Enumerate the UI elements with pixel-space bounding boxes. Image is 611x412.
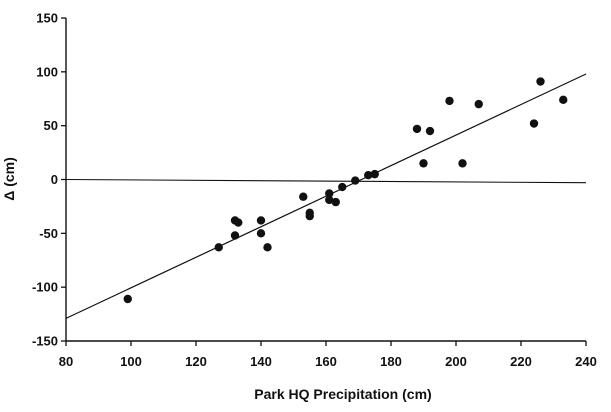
data-point — [351, 176, 360, 185]
x-tick-label: 80 — [59, 354, 73, 369]
data-points — [123, 77, 568, 304]
x-tick-label: 100 — [120, 354, 142, 369]
x-tick-label: 120 — [185, 354, 207, 369]
y-tick-label: 150 — [36, 11, 58, 26]
y-axis-title: Δ (cm) — [1, 157, 17, 201]
y-tick-label: -50 — [39, 226, 58, 241]
x-tick-label: 220 — [510, 354, 532, 369]
y-tick-label: 50 — [44, 118, 58, 133]
data-point — [338, 182, 347, 192]
data-point — [445, 96, 454, 106]
data-point — [458, 159, 467, 168]
x-tick-label: 180 — [380, 354, 402, 369]
data-point — [123, 294, 132, 304]
y-tick-label: -100 — [32, 280, 58, 295]
y-tick-label: 100 — [36, 64, 58, 79]
data-point — [412, 124, 422, 134]
data-point — [234, 218, 243, 227]
x-tick-label: 140 — [250, 354, 272, 369]
data-point — [263, 243, 272, 252]
data-point — [331, 197, 340, 207]
data-point — [256, 229, 266, 238]
data-point — [474, 99, 483, 109]
data-point — [364, 170, 373, 180]
y-tick-label: 0 — [51, 172, 58, 187]
data-point — [214, 243, 223, 252]
data-point — [256, 216, 266, 225]
data-point — [419, 159, 428, 168]
y-tick-label: -150 — [32, 334, 58, 349]
x-tick-label: 200 — [445, 354, 467, 369]
x-axis-title: Park HQ Precipitation (cm) — [254, 386, 431, 402]
data-point — [559, 95, 568, 105]
x-tick-label: 160 — [315, 354, 337, 369]
regression-line — [65, 73, 587, 319]
data-point — [370, 169, 379, 179]
data-point — [230, 231, 240, 240]
data-point — [529, 119, 539, 128]
reference-and-fit-lines — [65, 73, 587, 319]
x-tick-label: 240 — [575, 354, 597, 369]
data-point — [305, 211, 314, 221]
data-point — [425, 126, 435, 136]
zero-reference-line — [65, 178, 587, 184]
data-point — [325, 189, 334, 198]
data-point — [299, 192, 308, 201]
data-point — [325, 195, 334, 205]
data-point — [536, 77, 545, 86]
